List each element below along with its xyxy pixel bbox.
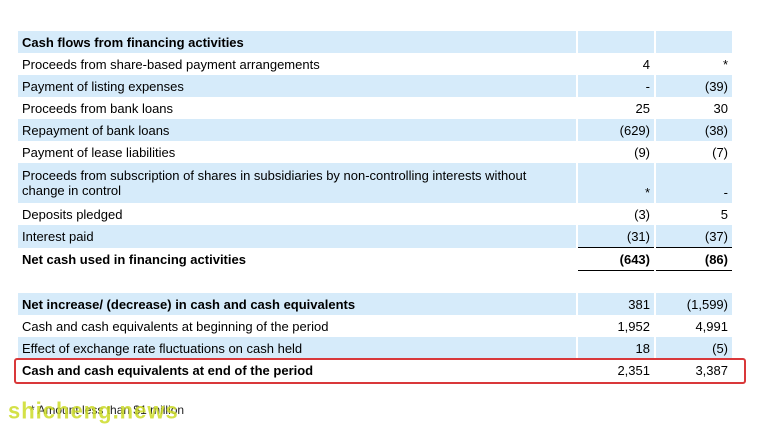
value-period-2: (5) bbox=[656, 337, 732, 359]
value-period-1: (629) bbox=[578, 119, 654, 141]
column-gap bbox=[654, 97, 656, 119]
value-period-2: (39) bbox=[656, 75, 732, 97]
column-gap bbox=[654, 271, 656, 293]
column-gap bbox=[576, 271, 578, 293]
column-gap bbox=[654, 75, 656, 97]
table-row: Payment of lease liabilities (9) (7) bbox=[18, 141, 732, 163]
column-gap bbox=[576, 248, 578, 271]
value-period-2: * bbox=[722, 56, 728, 72]
value-period-1: 2,351 bbox=[617, 362, 650, 378]
column-gap bbox=[654, 53, 656, 75]
table-row: Payment of listing expenses - (39) bbox=[18, 75, 732, 97]
cash-flow-table-body: Cash flows from financing activities Proc… bbox=[18, 31, 732, 381]
table-row: Proceeds from share-based payment arrang… bbox=[18, 53, 732, 75]
row-label: Proceeds from subscription of shares in … bbox=[18, 163, 576, 203]
value-period-1: - bbox=[578, 75, 654, 97]
row-label: Payment of listing expenses bbox=[18, 75, 576, 97]
column-gap bbox=[576, 53, 578, 75]
value-period-2: 4,991 bbox=[695, 318, 728, 334]
row-label: Cash and cash equivalents at beginning o… bbox=[22, 318, 329, 334]
column-gap bbox=[576, 97, 578, 119]
value-period-2: (38) bbox=[656, 119, 732, 141]
column-gap bbox=[576, 337, 578, 359]
value-period-2: (86) bbox=[656, 248, 732, 271]
row-label: Interest paid bbox=[18, 225, 576, 248]
value-period-1: (31) bbox=[578, 225, 654, 248]
value-period-2: 30 bbox=[713, 100, 728, 116]
watermark-logo: shicheng.news bbox=[8, 397, 179, 424]
value-period-2: - bbox=[656, 163, 732, 203]
value-period-1: (3) bbox=[634, 206, 650, 222]
column-gap bbox=[576, 141, 578, 163]
value-period-1: (9) bbox=[634, 144, 650, 160]
column-gap bbox=[654, 359, 656, 381]
value-period-2 bbox=[656, 271, 732, 293]
table-row: Repayment of bank loans (629) (38) bbox=[18, 119, 732, 141]
value-period-2 bbox=[656, 31, 732, 53]
row-label: Repayment of bank loans bbox=[18, 119, 576, 141]
column-gap bbox=[654, 315, 656, 337]
row-label: Deposits pledged bbox=[22, 206, 123, 222]
table-row: Interest paid (31) (37) bbox=[18, 225, 732, 248]
value-period-2: (1,599) bbox=[656, 293, 732, 315]
row-label: Payment of lease liabilities bbox=[22, 144, 176, 160]
value-period-1: (643) bbox=[578, 248, 654, 271]
column-gap bbox=[654, 293, 656, 315]
value-period-1: * bbox=[578, 163, 654, 203]
value-period-2: (37) bbox=[656, 225, 732, 248]
table-row: Effect of exchange rate fluctuations on … bbox=[18, 337, 732, 359]
row-label: Proceeds from share-based payment arrang… bbox=[22, 56, 320, 72]
column-gap bbox=[576, 203, 578, 225]
column-gap bbox=[654, 225, 656, 248]
column-gap bbox=[654, 141, 656, 163]
table-row: Proceeds from subscription of shares in … bbox=[18, 163, 732, 203]
column-gap bbox=[654, 119, 656, 141]
table-row: Cash and cash equivalents at end of the … bbox=[18, 359, 732, 381]
column-gap bbox=[576, 163, 578, 203]
table-row: Cash and cash equivalents at beginning o… bbox=[18, 315, 732, 337]
column-gap bbox=[576, 31, 578, 53]
column-gap bbox=[576, 119, 578, 141]
table-row: Proceeds from bank loans 25 30 bbox=[18, 97, 732, 119]
row-label: Net cash used in financing activities bbox=[22, 252, 246, 267]
column-gap bbox=[576, 315, 578, 337]
column-gap bbox=[654, 163, 656, 203]
footnote: * Amount less than $1 million bbox=[30, 403, 185, 417]
value-period-2: 3,387 bbox=[695, 362, 728, 378]
value-period-2: (7) bbox=[712, 144, 728, 160]
value-period-1: 25 bbox=[635, 100, 650, 116]
value-period-2: 5 bbox=[720, 206, 728, 222]
value-period-1 bbox=[578, 271, 654, 293]
row-label: Net increase/ (decrease) in cash and cas… bbox=[18, 293, 576, 315]
cash-flow-table: Cash flows from financing activities Proc… bbox=[18, 31, 732, 381]
table-row: Cash flows from financing activities bbox=[18, 31, 732, 53]
table-row: Net increase/ (decrease) in cash and cas… bbox=[18, 293, 732, 315]
column-gap bbox=[654, 31, 656, 53]
row-label bbox=[18, 271, 576, 293]
row-label: Effect of exchange rate fluctuations on … bbox=[18, 337, 576, 359]
column-gap bbox=[576, 293, 578, 315]
column-gap bbox=[576, 359, 578, 381]
table-row: Deposits pledged (3) 5 bbox=[18, 203, 732, 225]
value-period-1: 1,952 bbox=[617, 318, 650, 334]
value-period-1 bbox=[578, 31, 654, 53]
table-row: Net cash used in financing activities (64… bbox=[18, 248, 732, 271]
column-gap bbox=[576, 225, 578, 248]
spacer-row bbox=[18, 271, 732, 293]
column-gap bbox=[576, 75, 578, 97]
value-period-1: 18 bbox=[578, 337, 654, 359]
column-gap bbox=[654, 337, 656, 359]
column-gap bbox=[654, 248, 656, 271]
row-label: Proceeds from bank loans bbox=[22, 100, 174, 116]
value-period-1: 381 bbox=[578, 293, 654, 315]
column-gap bbox=[654, 203, 656, 225]
row-label: Cash flows from financing activities bbox=[18, 31, 576, 53]
value-period-1: 4 bbox=[642, 56, 650, 72]
row-label: Cash and cash equivalents at end of the … bbox=[22, 362, 314, 378]
